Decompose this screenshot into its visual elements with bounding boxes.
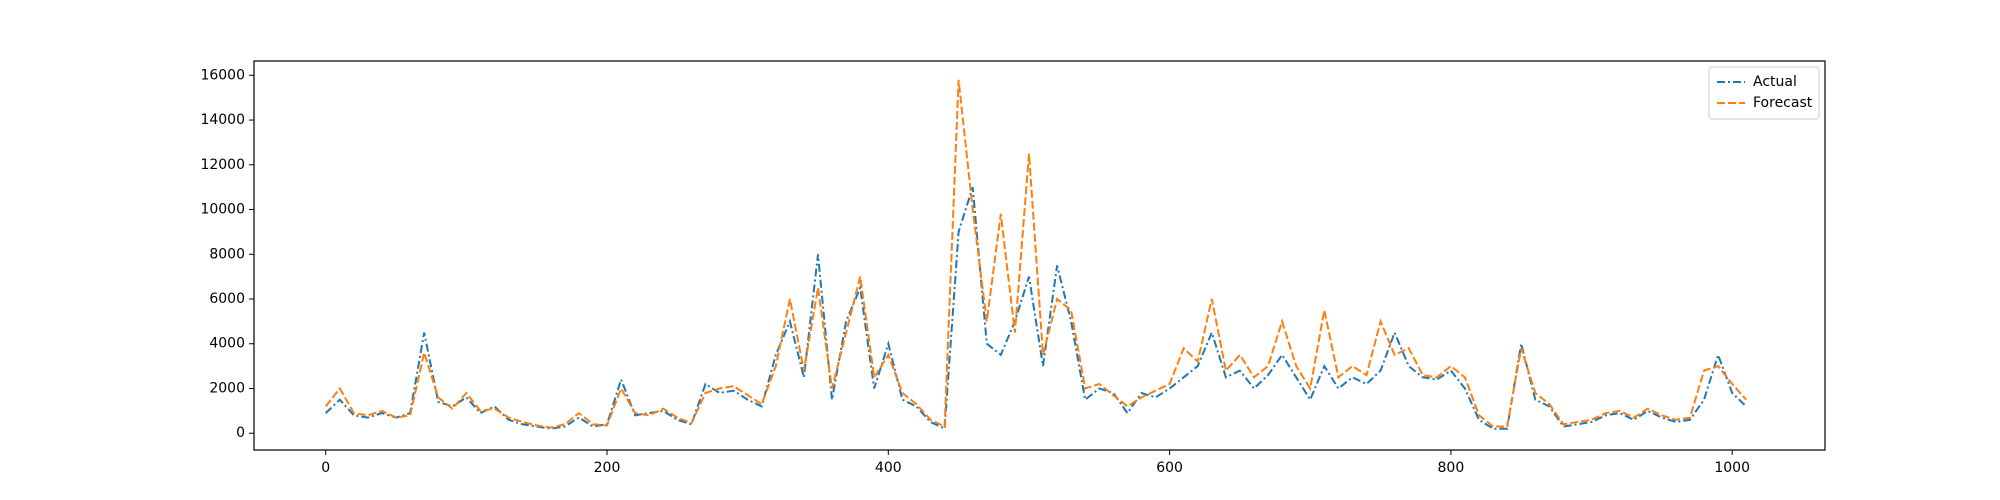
- y-tick-label: 2000: [209, 380, 245, 396]
- y-tick-label: 4000: [209, 336, 245, 352]
- legend-label: Forecast: [1753, 95, 1813, 111]
- y-tick-label: 16000: [200, 67, 245, 83]
- plot-frame: [253, 60, 1826, 451]
- y-tick-label: 6000: [209, 291, 245, 307]
- x-tick-label: 200: [594, 460, 621, 476]
- x-tick-label: 0: [321, 460, 330, 476]
- legend-box: [1708, 66, 1820, 120]
- y-tick-label: 10000: [200, 202, 245, 218]
- x-tick-label: 1000: [1714, 460, 1750, 476]
- series-line: [325, 186, 1747, 431]
- x-tick-label: 400: [875, 460, 902, 476]
- y-tick-label: 12000: [200, 157, 245, 173]
- legend-label: Actual: [1753, 74, 1797, 90]
- y-tick-label: 0: [236, 425, 245, 441]
- y-tick-label: 14000: [200, 112, 245, 128]
- x-tick-label: 800: [1438, 460, 1465, 476]
- x-tick-label: 600: [1156, 460, 1183, 476]
- y-tick-label: 8000: [209, 246, 245, 262]
- series-line: [324, 79, 1747, 429]
